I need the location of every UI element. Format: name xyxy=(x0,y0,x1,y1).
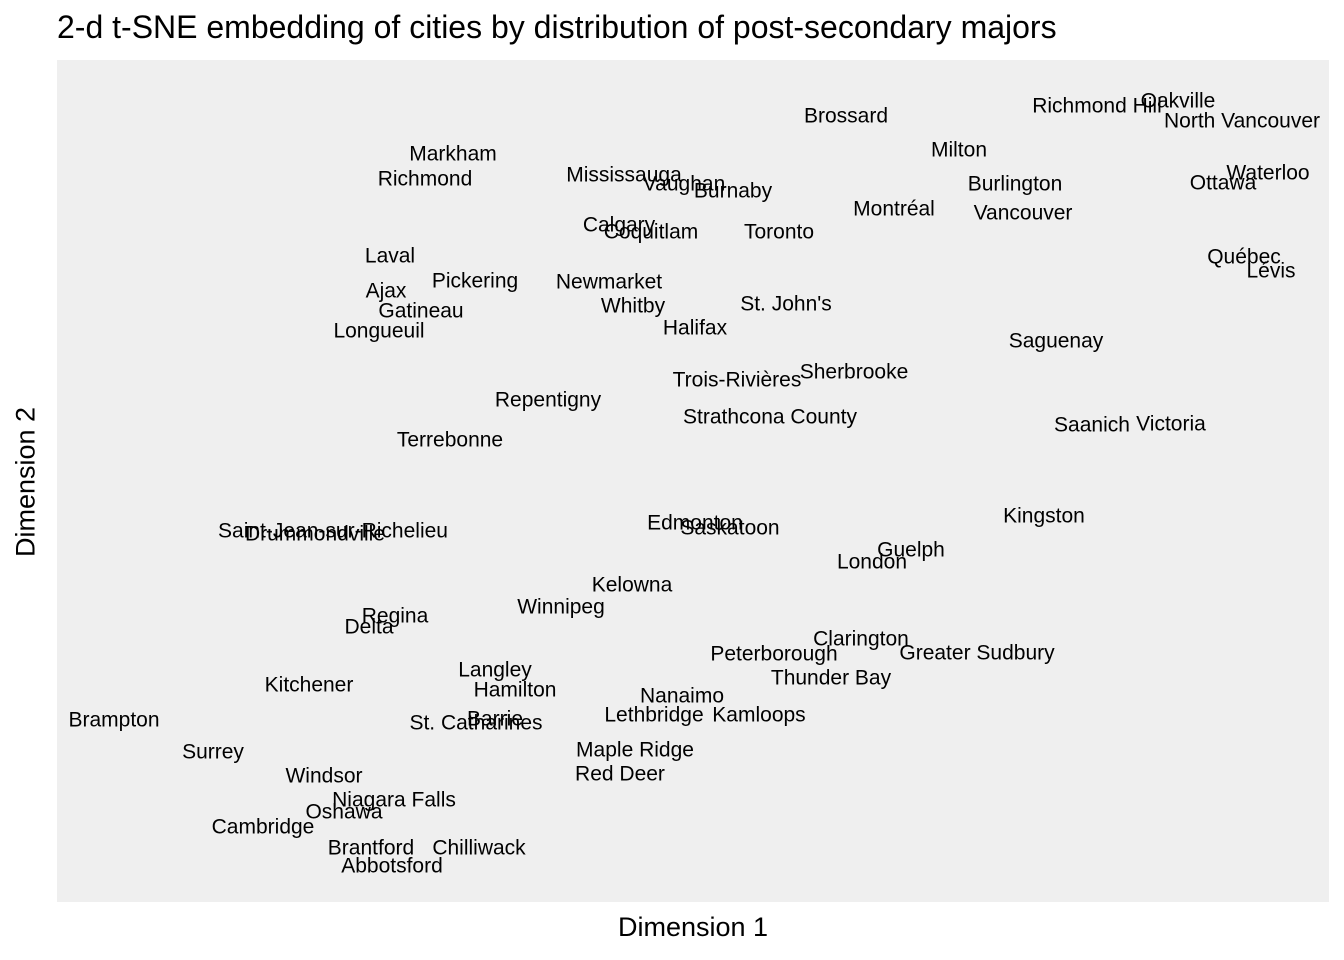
city-label: Oakville xyxy=(1141,90,1216,113)
city-label: Burlington xyxy=(968,173,1063,196)
city-label: Lethbridge xyxy=(604,704,703,727)
city-label: Greater Sudbury xyxy=(899,642,1055,665)
city-label: Richmond Hill xyxy=(1032,95,1162,118)
city-label: Toronto xyxy=(744,221,814,244)
chart-title: 2-d t-SNE embedding of cities by distrib… xyxy=(57,9,1057,45)
city-label: Victoria xyxy=(1136,413,1206,436)
city-label: Guelph xyxy=(877,539,945,562)
city-label: Sherbrooke xyxy=(800,361,909,384)
city-label: Montréal xyxy=(853,198,935,221)
city-label: Barrie xyxy=(467,708,523,731)
city-label: Milton xyxy=(931,139,987,162)
city-label: Winnipeg xyxy=(517,596,605,619)
city-label: London xyxy=(837,551,907,574)
city-label: Chilliwack xyxy=(432,837,526,860)
city-label: Terrebonne xyxy=(397,429,503,452)
city-label: Coquitlam xyxy=(604,221,699,244)
city-label: Waterloo xyxy=(1226,162,1309,185)
city-label: Hamilton xyxy=(474,679,557,702)
city-label: Clarington xyxy=(813,628,909,651)
city-label: Nanaimo xyxy=(640,685,724,708)
city-label: Brossard xyxy=(804,105,888,128)
city-label: Cambridge xyxy=(212,816,315,839)
city-label: Whitby xyxy=(601,295,666,318)
city-label: Pickering xyxy=(432,270,518,293)
city-label: Ajax xyxy=(366,280,407,303)
city-label: Surrey xyxy=(182,741,244,764)
city-label: Saint-Jean-sur-Richelieu xyxy=(218,520,448,543)
city-label: Gatineau xyxy=(378,300,463,323)
city-label: Laval xyxy=(365,245,415,268)
city-label: Ottawa xyxy=(1190,172,1257,195)
city-label: Abbotsford xyxy=(341,855,443,878)
city-label: Repentigny xyxy=(495,389,602,412)
city-label: Mississauga xyxy=(566,164,682,187)
city-label: Regina xyxy=(362,605,429,628)
y-axis-label: Dimension 2 xyxy=(10,406,41,558)
city-label: Delta xyxy=(344,616,393,639)
city-label: Vancouver xyxy=(974,202,1073,225)
city-label: Edmonton xyxy=(647,512,743,535)
city-label: Saskatoon xyxy=(680,517,779,540)
city-label: Kamloops xyxy=(712,704,805,727)
city-label: Calgary xyxy=(583,214,656,237)
city-label: Markham xyxy=(409,143,497,166)
city-label: St. John's xyxy=(740,293,832,316)
city-label: Strathcona County xyxy=(683,406,857,429)
city-label: St. Catharines xyxy=(409,712,542,735)
city-label: Longueuil xyxy=(333,320,424,343)
plot-background xyxy=(57,60,1329,902)
city-label: Kelowna xyxy=(592,574,673,597)
city-label: Peterborough xyxy=(710,643,837,666)
city-label: Drummondville xyxy=(245,523,385,546)
city-label: Burnaby xyxy=(694,180,773,203)
city-label: Brampton xyxy=(68,709,159,732)
city-label: Red Deer xyxy=(575,763,665,786)
city-label: Kitchener xyxy=(265,674,354,697)
city-label: Brantford xyxy=(328,837,414,860)
city-label: Langley xyxy=(458,659,532,682)
city-label: Saguenay xyxy=(1009,330,1104,353)
city-label: Saanich xyxy=(1054,414,1130,437)
city-label: Windsor xyxy=(285,765,362,788)
city-label: Oshawa xyxy=(305,801,382,824)
city-label: Newmarket xyxy=(556,271,662,294)
city-label: Richmond xyxy=(378,168,473,191)
city-label: Trois-Rivières xyxy=(673,369,802,392)
city-label: Lévis xyxy=(1246,260,1295,283)
city-label: Vaughan xyxy=(643,173,726,196)
x-axis-label: Dimension 1 xyxy=(617,912,769,942)
city-label: Kingston xyxy=(1003,505,1085,528)
city-label: Thunder Bay xyxy=(771,667,892,690)
city-label: Halifax xyxy=(663,317,728,340)
city-label: Québec xyxy=(1207,246,1281,269)
city-label: Maple Ridge xyxy=(576,739,694,762)
city-label: North Vancouver xyxy=(1164,110,1320,133)
city-label: Niagara Falls xyxy=(332,789,456,812)
